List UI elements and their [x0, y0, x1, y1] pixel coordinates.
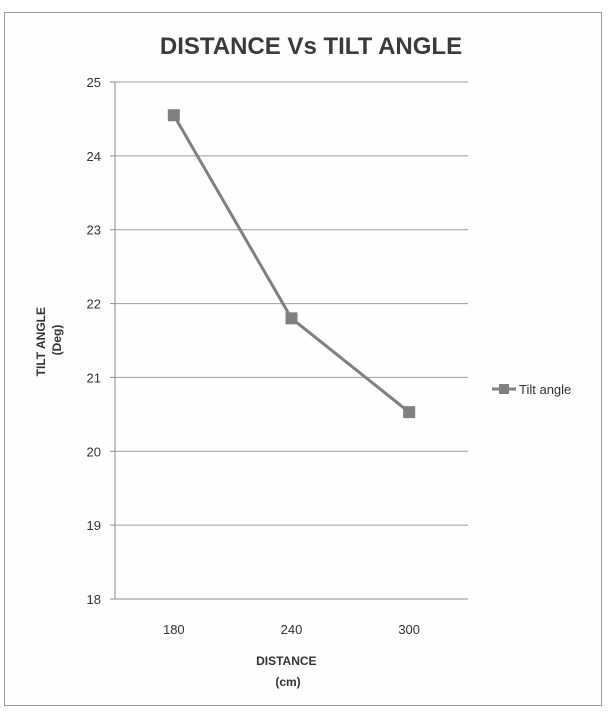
y-tick-label: 19 [87, 518, 101, 533]
x-axis-ticks: 180 240 300 [163, 622, 420, 637]
x-axis-label-line-2: (cm) [275, 675, 300, 689]
legend: Tilt angle [492, 382, 571, 397]
legend-marker [499, 384, 509, 394]
y-axis-ticks: 18 19 20 21 22 23 24 25 [87, 75, 115, 607]
chart-frame [4, 12, 602, 706]
y-tick-label: 24 [87, 149, 101, 164]
chart-title: DISTANCE Vs TILT ANGLE [160, 33, 462, 60]
y-axis-label: TILT ANGLE (Deg) [34, 304, 64, 377]
y-tick-label: 22 [87, 297, 101, 312]
y-tick-label: 18 [87, 592, 101, 607]
data-point-marker [167, 109, 180, 122]
y-tick-label: 21 [87, 370, 101, 385]
axes [114, 82, 468, 600]
x-axis-label-line-1: DISTANCE [256, 654, 316, 668]
y-tick-label: 23 [87, 223, 101, 238]
data-point-marker [285, 312, 298, 325]
data-point-marker [403, 406, 416, 419]
x-tick-label: 180 [163, 622, 185, 637]
series [167, 109, 416, 419]
grid [115, 81, 468, 600]
y-axis-label-line-1: TILT ANGLE [34, 307, 48, 376]
series-line [172, 114, 411, 414]
x-axis-label: DISTANCE (cm) [256, 654, 320, 689]
x-tick-label: 300 [398, 622, 420, 637]
y-axis-label-line-2: (Deg) [50, 325, 64, 356]
y-tick-label: 25 [87, 75, 101, 90]
x-tick-label: 240 [281, 622, 303, 637]
y-tick-label: 20 [87, 444, 101, 459]
legend-label: Tilt angle [519, 382, 571, 397]
